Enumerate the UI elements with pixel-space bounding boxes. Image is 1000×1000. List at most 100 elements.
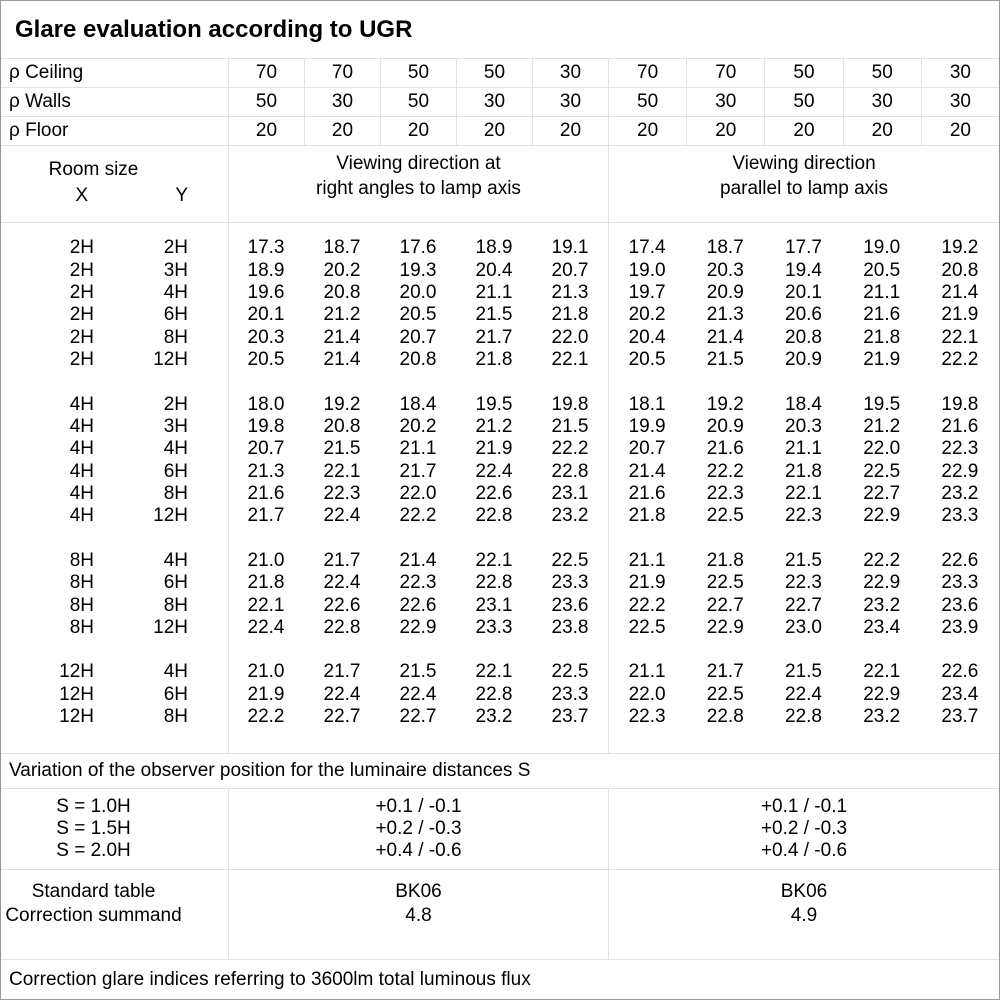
ugr-value-parallel: 23.3 — [941, 572, 979, 594]
table-row: 4H 6H 21.3 22.1 21.7 22.4 22.8 21.4 22.2 21.8 22.5… — [1, 461, 999, 483]
reflectance-value: 30 — [532, 59, 608, 87]
table-row: 4H 2H 18.0 19.2 18.4 19.5 19.8 18.1 19.2 18.4 19.5… — [1, 393, 999, 415]
ugr-value-parallel: 22.1 — [863, 661, 901, 683]
reflectance-value: 50 — [764, 88, 842, 116]
room-size-x: 12H — [59, 661, 94, 683]
ugr-value-parallel: 23.2 — [941, 483, 979, 505]
ugr-value-parallel: 17.7 — [785, 237, 822, 259]
reflectance-value: 50 — [764, 59, 842, 87]
ugr-value-parallel: 21.6 — [863, 304, 901, 326]
ugr-value-right-angles: 19.6 — [247, 281, 285, 303]
reflectance-value: 30 — [686, 88, 764, 116]
ugr-value-right-angles: 20.2 — [399, 415, 437, 437]
ugr-value-parallel: 22.9 — [863, 683, 901, 705]
ugr-value-parallel: 21.5 — [706, 349, 744, 371]
ugr-value-right-angles: 19.3 — [399, 259, 437, 281]
table-row: 12H 4H 21.0 21.7 21.5 22.1 22.5 21.1 21.7 21.5 22.… — [1, 661, 999, 683]
spacing-correction-right-angles: +0.1 / -0.1 — [375, 796, 462, 817]
ugr-value-parallel: 23.6 — [941, 594, 979, 616]
room-size-x: 2H — [69, 237, 94, 259]
ugr-value-right-angles: 22.5 — [551, 661, 589, 683]
reflectance-value: 20 — [456, 117, 532, 145]
ugr-value-right-angles: 22.8 — [475, 505, 513, 527]
ugr-value-parallel: 23.4 — [863, 617, 901, 639]
room-size-y: 4H — [163, 438, 188, 460]
standard-value-right-angles: 4.8 — [405, 905, 432, 926]
room-size-x: 2H — [69, 281, 94, 303]
ugr-value-right-angles: 18.0 — [247, 393, 285, 415]
room-size-y: 8H — [163, 706, 188, 728]
ugr-value-parallel: 22.7 — [863, 483, 901, 505]
ugr-value-parallel: 22.6 — [941, 549, 979, 571]
ugr-value-right-angles: 21.7 — [247, 505, 285, 527]
ugr-value-parallel: 22.3 — [785, 572, 822, 594]
table-row: 4H 8H 21.6 22.3 22.0 22.6 23.1 21.6 22.3 22.1 22.7… — [1, 483, 999, 505]
ugr-value-right-angles: 23.6 — [551, 594, 589, 616]
ugr-value-right-angles: 22.1 — [551, 349, 589, 371]
room-size-y: 8H — [163, 483, 188, 505]
ugr-value-parallel: 22.7 — [785, 594, 822, 616]
ugr-value-parallel: 22.9 — [863, 572, 901, 594]
standard-values-parallel: BK06 4.9 — [608, 870, 999, 959]
ugr-value-right-angles: 21.2 — [475, 415, 513, 437]
ugr-value-right-angles: 22.8 — [551, 460, 589, 482]
room-size-block: 8H 4H 21.0 21.7 21.4 22.1 22.5 21.1 21.8 21.5 22.2… — [1, 550, 999, 640]
reflectance-value: 20 — [228, 117, 304, 145]
ugr-value-parallel: 22.1 — [941, 326, 979, 348]
room-size-y: 12H — [153, 617, 188, 639]
column-divider — [608, 223, 609, 753]
reflectance-value: 70 — [304, 59, 380, 87]
reflectance-row-label: ρ Ceiling — [9, 62, 84, 83]
ugr-value-parallel: 19.2 — [706, 393, 744, 415]
ugr-value-parallel: 20.3 — [785, 415, 822, 437]
table-row: 12H 6H 21.9 22.4 22.4 22.8 23.3 22.0 22.5 22.4 22.… — [1, 684, 999, 706]
ugr-value-parallel: 21.6 — [628, 483, 666, 505]
standard-label: Standard table — [31, 881, 156, 902]
reflectance-value: 30 — [532, 88, 608, 116]
ugr-value-right-angles: 22.2 — [247, 706, 285, 728]
standard-value-right-angles: BK06 — [395, 881, 442, 902]
ugr-value-right-angles: 21.0 — [247, 661, 285, 683]
ugr-value-parallel: 22.9 — [863, 505, 901, 527]
ugr-value-parallel: 22.2 — [706, 460, 744, 482]
ugr-value-right-angles: 22.2 — [399, 505, 437, 527]
reflectance-value: 50 — [842, 59, 921, 87]
ugr-value-parallel: 22.8 — [706, 706, 744, 728]
ugr-value-parallel: 21.1 — [863, 281, 901, 303]
ugr-value-right-angles: 23.7 — [551, 706, 589, 728]
ugr-value-parallel: 22.3 — [785, 505, 822, 527]
ugr-value-parallel: 23.2 — [863, 706, 901, 728]
reflectance-value: 30 — [842, 88, 921, 116]
reflectance-value: 20 — [532, 117, 608, 145]
ugr-value-right-angles: 21.5 — [323, 438, 361, 460]
reflectance-value: 20 — [304, 117, 380, 145]
ugr-value-parallel: 22.3 — [706, 483, 744, 505]
ugr-value-parallel: 20.4 — [628, 326, 666, 348]
ugr-value-parallel: 22.1 — [785, 483, 822, 505]
ugr-value-parallel: 17.4 — [628, 237, 666, 259]
ugr-value-parallel: 23.0 — [785, 617, 822, 639]
ugr-value-right-angles: 18.7 — [323, 237, 361, 259]
ugr-value-parallel: 21.6 — [941, 415, 979, 437]
ugr-value-right-angles: 20.8 — [323, 415, 361, 437]
room-size-x: 8H — [69, 572, 94, 594]
ugr-value-parallel: 21.3 — [706, 304, 744, 326]
ugr-value-parallel: 19.9 — [628, 415, 666, 437]
room-size-x: 4H — [69, 505, 94, 527]
ugr-value-right-angles: 18.9 — [247, 259, 285, 281]
ugr-value-right-angles: 23.3 — [551, 572, 589, 594]
room-size-y: 6H — [163, 572, 188, 594]
ugr-value-parallel: 22.9 — [941, 460, 979, 482]
ugr-value-right-angles: 17.3 — [247, 237, 285, 259]
spacing-values-parallel: +0.1 / -0.1 +0.2 / -0.3 +0.4 / -0.6 — [608, 789, 999, 869]
ugr-value-right-angles: 21.4 — [323, 326, 361, 348]
spacing-labels: S = 1.0H S = 1.5H S = 2.0H — [1, 789, 228, 869]
ugr-value-parallel: 21.9 — [941, 304, 979, 326]
ugr-value-parallel: 21.8 — [785, 460, 822, 482]
ugr-value-parallel: 23.9 — [941, 617, 979, 639]
ugr-value-right-angles: 19.1 — [551, 237, 589, 259]
ugr-value-right-angles: 20.4 — [475, 259, 513, 281]
room-size-x: 4H — [69, 415, 94, 437]
ugr-value-parallel: 19.2 — [941, 237, 979, 259]
ugr-value-right-angles: 21.8 — [247, 572, 285, 594]
